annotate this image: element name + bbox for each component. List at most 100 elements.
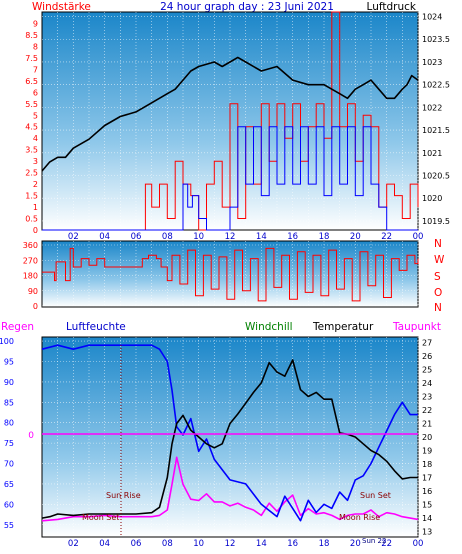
x-tick-label: 02 (68, 539, 79, 549)
y-tick-label: 85 (4, 398, 14, 407)
temperature-series (41, 359, 418, 519)
y-tick-label: 24 (422, 379, 432, 388)
x-tick-label: 12 (225, 232, 236, 242)
y-tick-label: 6.5 (25, 77, 38, 86)
compass-label: N (434, 238, 442, 250)
y-tick-label: 70 (4, 460, 14, 469)
legend-regen: Regen (1, 321, 34, 333)
y-tick-label: 20 (422, 433, 432, 442)
x-tick-label: 10 (193, 232, 204, 242)
panel1-grid (42, 12, 419, 230)
x-tick-label: 16 (287, 232, 298, 242)
y-tick-label: 90 (28, 287, 38, 296)
x-tick-label: 14 (256, 539, 267, 549)
compass-label: O (434, 287, 442, 299)
y-tick-label: 14 (422, 514, 432, 523)
sun-set-label: Sun Set (360, 491, 391, 500)
panel2-grid (42, 241, 419, 307)
panel3-series (41, 344, 419, 522)
y-tick-label: 80 (4, 419, 14, 428)
y-tick-label: 360 (23, 241, 38, 250)
x-tick-label: 20 (350, 232, 361, 242)
x-tick-label: 22 (381, 232, 392, 242)
x-tick-label: 02 (68, 232, 79, 242)
y-tick-label: 180 (23, 272, 38, 281)
y-tick-label: 27 (422, 338, 432, 347)
y-tick-label: 90 (4, 378, 14, 387)
x-tick-label: 04 (99, 232, 110, 242)
y-tick-label: 1021.5 (422, 126, 450, 135)
y-tick-label: 3.5 (25, 146, 38, 155)
x-tick-label: 04 (99, 539, 110, 549)
x-tick-label: 00 (413, 539, 424, 549)
pressure-series (41, 56, 419, 172)
y-tick-label: 19 (422, 447, 432, 456)
y-tick-label: 75 (4, 439, 14, 448)
panel2-series (42, 247, 419, 302)
y-tick-label: 1024 (422, 13, 442, 22)
x-tick-label: 18 (319, 232, 330, 242)
y-tick-label: 21 (422, 420, 432, 429)
y-tick-label: 8 (33, 42, 38, 51)
panel3-x-labels: 02 04 06 08 10 12 14 16 18 20 22 00 (68, 539, 423, 549)
y-tick-label: 1023.5 (422, 35, 450, 44)
sun-rise-label: Sun Rise (106, 491, 141, 500)
y-tick-label: 1019.5 (422, 217, 450, 226)
header-title: 24 hour graph day : 23 Juni 2021 (160, 1, 334, 13)
compass-label: N (434, 302, 442, 314)
y-tick-label: 1023 (422, 58, 442, 67)
x-tick-label: 08 (162, 232, 173, 242)
y-tick-label: 0 (33, 302, 38, 311)
y-tick-label: 0 (33, 226, 38, 235)
wind-direction-series (42, 247, 419, 302)
panel1-x-labels: 02 04 06 08 10 12 14 16 18 20 22 00 (68, 232, 423, 242)
y-tick-label: 15 (422, 501, 432, 510)
y-tick-label: 1022 (422, 103, 442, 112)
y-tick-label: 2 (33, 180, 38, 189)
compass-label: W (434, 254, 445, 266)
y-tick-label: 100 (0, 337, 14, 346)
x-tick-label: 10 (193, 539, 204, 549)
panel1-tick-labels: 0 0.5 1 1.5 2 2.5 3 3.5 4 4.5 5 5.5 6 6.5 7 7.5 8 8.5 9 101… (25, 13, 450, 236)
y-tick-label: 65 (4, 480, 14, 489)
y-tick-label: 4.5 (25, 123, 38, 132)
panel1-series (41, 11, 419, 231)
y-tick-label: 7 (33, 65, 38, 74)
x-tick-label: 06 (131, 539, 142, 549)
y-tick-label: 26 (422, 352, 432, 361)
legend-taupunkt: Taupunkt (392, 321, 441, 333)
x-tick-label: 06 (131, 232, 142, 242)
y-tick-label: 16 (422, 487, 432, 496)
legend-windchill: Windchill (245, 321, 293, 333)
y-tick-label: 1020 (422, 194, 442, 203)
y-tick-label: 6 (33, 88, 38, 97)
x-tick-label: 22 (381, 539, 392, 549)
x-tick-label: 16 (287, 539, 298, 549)
legend-luftfeuchte: Luftfeuchte (66, 321, 126, 333)
y-tick-label: 1021 (422, 149, 442, 158)
y-tick-label: 25 (422, 365, 432, 374)
panel3-grid (42, 337, 419, 537)
x-tick-label: 00 (413, 232, 424, 242)
y-tick-label: 18 (422, 460, 432, 469)
y-tick-label: 13 (422, 528, 432, 537)
y-tick-label: 55 (4, 521, 14, 530)
y-tick-label: 1022.5 (422, 81, 450, 90)
y-tick-label: 1 (33, 203, 38, 212)
dewpoint-series (41, 456, 419, 522)
y-tick-label: 95 (4, 358, 14, 367)
header-right-label: Luftdruck (367, 1, 417, 13)
y-tick-label: 270 (23, 256, 38, 265)
regen-zero-label: 0 (28, 431, 34, 441)
y-tick-label: 3 (33, 157, 38, 166)
y-tick-label: 2.5 (25, 169, 38, 178)
moon-rise-label: Moon Rise (339, 513, 380, 522)
panel3-tick-labels: 55 60 65 70 75 80 85 90 95 100 13 14 15 16 17 18 19 20 21 2… (0, 337, 432, 536)
wind-series (42, 126, 418, 231)
y-tick-label: 8.5 (25, 31, 38, 40)
humidity-series (41, 344, 418, 522)
y-tick-label: 1020.5 (422, 172, 450, 181)
y-tick-label: 23 (422, 393, 432, 402)
x-tick-label: 12 (225, 539, 236, 549)
x-tick-label: 14 (256, 232, 267, 242)
